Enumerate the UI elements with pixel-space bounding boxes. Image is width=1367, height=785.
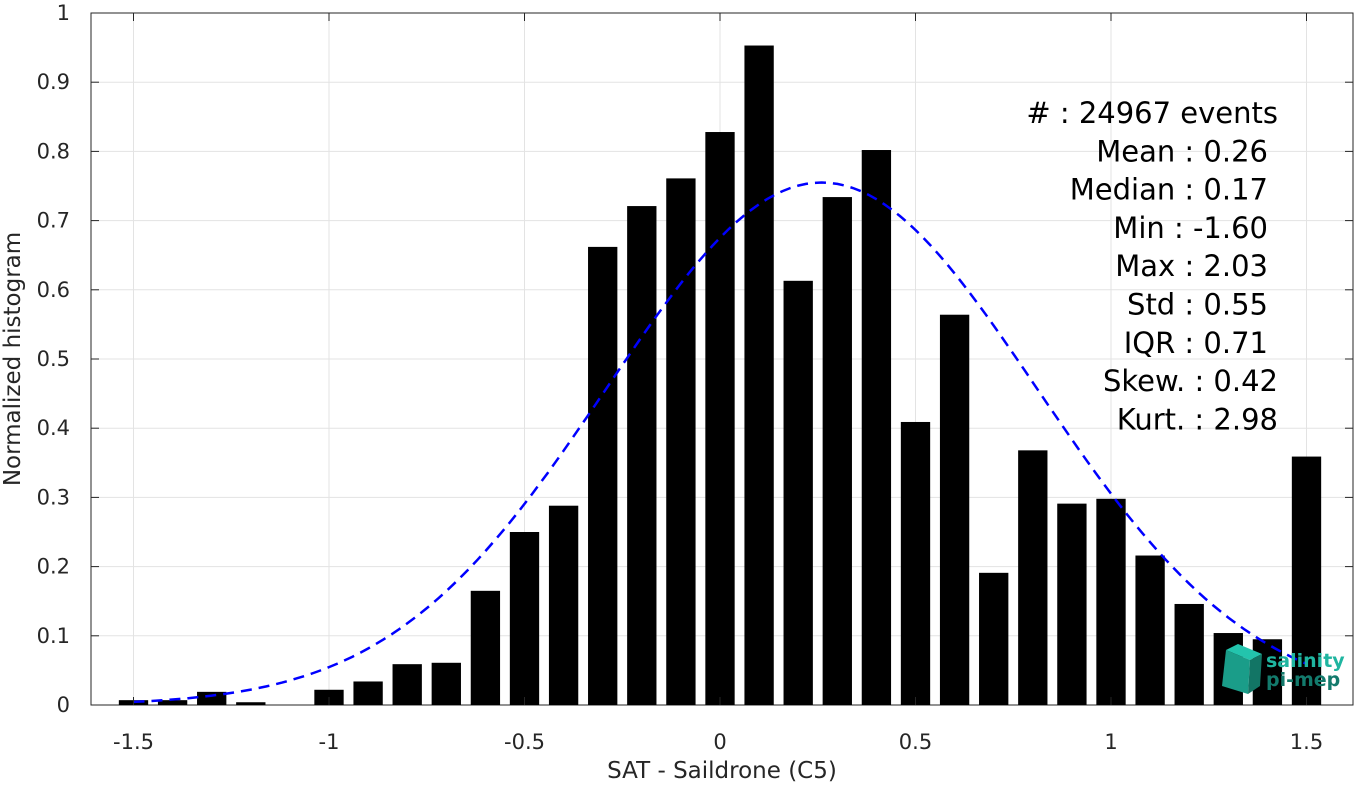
histogram-bar	[744, 45, 774, 706]
logo-line-2: pi-mep	[1266, 669, 1340, 691]
x-tick-label: 0.5	[899, 730, 932, 754]
histogram-bar	[1096, 498, 1126, 705]
salinity-pimep-logo: salinity pi-mep	[1222, 644, 1345, 694]
bars-group	[118, 45, 1322, 706]
histogram-bar	[431, 662, 461, 705]
stat-line: Mean : 0.26	[1096, 134, 1268, 168]
y-tick-label: 0.9	[37, 70, 70, 94]
x-tick-label: -0.5	[504, 730, 545, 754]
histogram-bar	[509, 532, 540, 705]
histogram-bar	[157, 700, 188, 705]
histogram-bar	[548, 505, 579, 705]
y-tick-label: 0.1	[37, 624, 70, 648]
y-tick-label: 0.2	[37, 555, 70, 579]
histogram-bar	[1135, 555, 1165, 705]
gaussian-fit-curve	[133, 181, 1308, 704]
stat-line: # : 24967 events	[1026, 96, 1278, 130]
stat-line: Std : 0.55	[1127, 288, 1268, 322]
y-tick-label: 0.8	[37, 139, 70, 163]
histogram-bar	[1018, 450, 1048, 705]
histogram-bar	[979, 572, 1009, 705]
y-tick-label: 0.4	[37, 416, 70, 440]
y-axis-ticks: 0 0.1 0.2 0.3 0.4 0.5 0.6 0.7 0.8 0.9 1	[37, 1, 1353, 717]
stat-line: IQR : 0.71	[1124, 326, 1268, 360]
histogram-bar	[1057, 503, 1087, 705]
y-tick-label: 0	[57, 693, 70, 717]
histogram-bar	[197, 691, 227, 705]
stats-panel: # : 24967 events Mean : 0.26 Median : 0.17…	[1026, 96, 1278, 436]
stat-line: Max : 2.03	[1115, 249, 1268, 283]
logo-cube-icon	[1222, 644, 1262, 694]
x-axis-ticks: -1.5 -1 -0.5 0 0.5 1 1.5	[113, 13, 1323, 754]
histogram-bar	[1174, 603, 1204, 705]
y-tick-label: 0.6	[37, 278, 70, 302]
stat-line: Skew. : 0.42	[1103, 364, 1278, 398]
histogram-bar	[939, 314, 970, 705]
x-tick-label: -1.5	[113, 730, 154, 754]
histogram-bar	[666, 178, 696, 705]
y-tick-label: 0.3	[37, 485, 70, 509]
stat-line: Min : -1.60	[1113, 211, 1268, 245]
y-axis-label: Normalized histogram	[0, 232, 26, 486]
x-tick-label: 1.5	[1290, 730, 1323, 754]
stat-line: Kurt. : 2.98	[1117, 402, 1278, 436]
histogram-bar	[392, 664, 422, 705]
histogram-bar	[822, 197, 852, 705]
logo-line-1: salinity	[1266, 650, 1345, 672]
x-axis-label: SAT - Saildrone (C5)	[607, 758, 837, 784]
histogram-bar	[236, 702, 266, 705]
histogram-bar	[783, 280, 813, 705]
y-tick-label: 1	[57, 1, 70, 25]
histogram-bar	[900, 421, 931, 705]
histogram-bar	[861, 150, 892, 706]
y-tick-label: 0.7	[37, 209, 70, 233]
histogram-bar	[588, 246, 618, 705]
stat-line: Median : 0.17	[1070, 173, 1268, 207]
histogram-bar	[470, 590, 501, 705]
x-tick-label: 1	[1104, 730, 1117, 754]
x-tick-label: 0	[713, 730, 726, 754]
y-tick-label: 0.5	[37, 347, 70, 371]
histogram-bar	[627, 206, 657, 705]
x-tick-label: -1	[319, 730, 340, 754]
histogram-bar	[705, 132, 735, 706]
histogram-bar	[353, 681, 383, 705]
